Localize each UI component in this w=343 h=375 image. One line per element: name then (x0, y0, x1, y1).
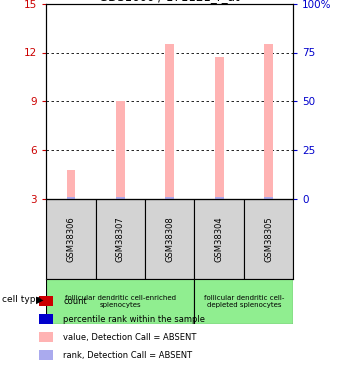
Bar (67, 197, 75, 199)
Text: GSM38306: GSM38306 (67, 216, 75, 262)
Bar (96, 199, 145, 279)
Bar (194, 199, 244, 279)
Title: GDS1600 / 171121_r_at: GDS1600 / 171121_r_at (99, 0, 240, 3)
Bar (46, 199, 96, 279)
Bar (215, 57, 224, 199)
Text: cell type: cell type (2, 296, 41, 304)
Text: GSM38304: GSM38304 (215, 216, 224, 262)
Bar (116, 101, 125, 199)
Bar (194, 279, 293, 324)
Bar (264, 44, 273, 199)
Bar (244, 199, 293, 279)
Bar (67, 170, 75, 199)
Text: GSM38307: GSM38307 (116, 216, 125, 262)
Text: follicular dendritic cell-enriched
splenocytes: follicular dendritic cell-enriched splen… (65, 296, 176, 308)
Bar (116, 197, 125, 199)
Text: ▶: ▶ (36, 295, 44, 305)
Text: value, Detection Call = ABSENT: value, Detection Call = ABSENT (63, 333, 197, 342)
Text: percentile rank within the sample: percentile rank within the sample (63, 315, 205, 324)
Bar (46, 279, 194, 324)
Text: GSM38308: GSM38308 (165, 216, 174, 262)
Bar (165, 197, 174, 199)
Bar (165, 44, 174, 199)
Bar (145, 199, 194, 279)
Text: GSM38305: GSM38305 (264, 216, 273, 262)
Bar (264, 197, 273, 199)
Text: count: count (63, 297, 87, 306)
Text: follicular dendritic cell-
depleted splenocytes: follicular dendritic cell- depleted sple… (204, 296, 284, 308)
Bar (215, 197, 224, 199)
Text: rank, Detection Call = ABSENT: rank, Detection Call = ABSENT (63, 351, 192, 360)
